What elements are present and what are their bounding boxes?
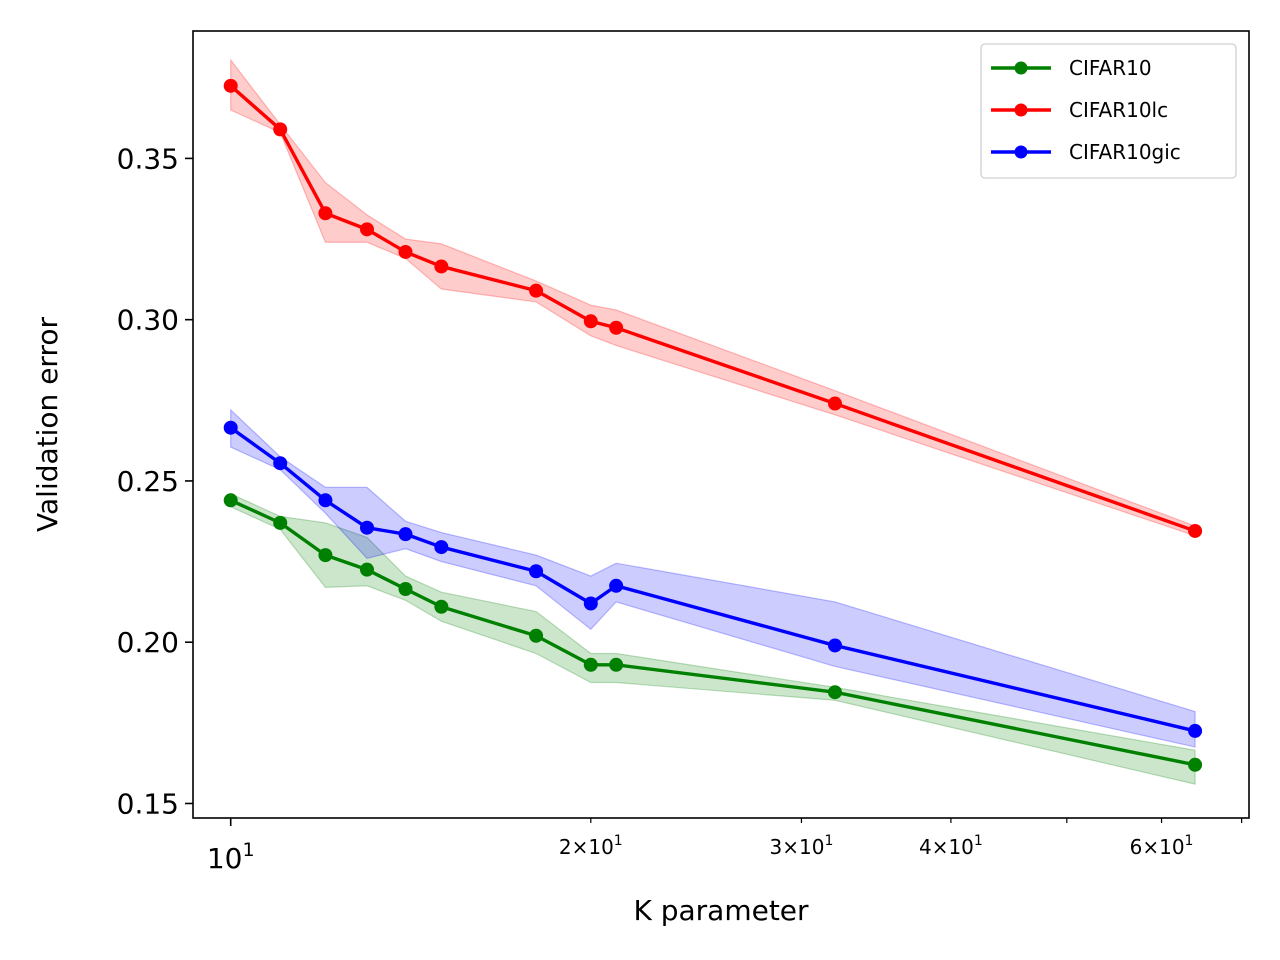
point-cifar10lc-0 bbox=[223, 78, 238, 93]
point-cifar10-0 bbox=[223, 493, 238, 508]
legend-swatch-marker-cifar10 bbox=[1014, 61, 1028, 75]
point-cifar10-10 bbox=[1188, 757, 1203, 772]
point-cifar10lc-10 bbox=[1188, 523, 1203, 538]
point-cifar10-7 bbox=[583, 657, 598, 672]
point-cifar10gic-1 bbox=[273, 456, 288, 471]
point-cifar10lc-4 bbox=[398, 244, 413, 259]
point-cifar10-3 bbox=[360, 562, 374, 577]
point-cifar10lc-2 bbox=[318, 206, 333, 221]
point-cifar10-5 bbox=[434, 599, 449, 614]
y-tick-label: 0.15 bbox=[117, 787, 179, 820]
legend-swatch-marker-cifar10gic bbox=[1014, 145, 1028, 159]
point-cifar10gic-10 bbox=[1188, 723, 1203, 738]
x-minor-tick-label: 2×101 bbox=[559, 833, 623, 859]
band-cifar10 bbox=[230, 492, 1196, 785]
point-cifar10-6 bbox=[529, 628, 544, 643]
y-tick-label: 0.35 bbox=[117, 142, 179, 175]
point-cifar10lc-1 bbox=[273, 122, 288, 137]
legend: CIFAR10 CIFAR10lc CIFAR10gic bbox=[980, 43, 1237, 179]
legend-box bbox=[980, 43, 1237, 179]
legend-label-cifar10gic: CIFAR10gic bbox=[1069, 140, 1181, 164]
legend-swatch-marker-cifar10lc bbox=[1014, 103, 1028, 117]
x-minor-tick-label: 4×101 bbox=[919, 833, 983, 859]
point-cifar10lc-8 bbox=[609, 320, 624, 335]
point-cifar10gic-5 bbox=[434, 540, 449, 555]
point-cifar10-9 bbox=[827, 685, 842, 700]
point-cifar10lc-3 bbox=[360, 222, 374, 237]
point-cifar10gic-6 bbox=[529, 564, 544, 579]
series-lines bbox=[229, 84, 1196, 767]
legend-label-cifar10lc: CIFAR10lc bbox=[1069, 98, 1168, 122]
y-tick-label: 0.25 bbox=[117, 465, 179, 498]
x-minor-tick-label: 3×101 bbox=[770, 833, 834, 859]
point-cifar10gic-7 bbox=[583, 596, 598, 611]
y-axis-label: Validation error bbox=[31, 317, 64, 532]
y-tick-label: 0.20 bbox=[117, 626, 179, 659]
x-axis-ticks: 101 2×101 3×101 4×101 6×101 bbox=[207, 818, 1243, 875]
x-tick-label: 101 bbox=[207, 839, 255, 875]
point-cifar10gic-9 bbox=[827, 638, 842, 653]
point-cifar10-8 bbox=[609, 657, 624, 672]
point-cifar10-4 bbox=[398, 582, 413, 596]
point-cifar10gic-8 bbox=[609, 578, 624, 593]
y-axis-ticks: 0.15 0.20 0.25 0.30 0.35 bbox=[117, 142, 193, 820]
point-cifar10gic-2 bbox=[318, 493, 333, 508]
x-axis-label: K parameter bbox=[633, 894, 809, 927]
point-cifar10lc-6 bbox=[529, 283, 544, 298]
point-cifar10lc-7 bbox=[583, 314, 598, 329]
series-points bbox=[223, 78, 1203, 772]
plot-frame bbox=[192, 30, 1250, 819]
point-cifar10gic-0 bbox=[223, 420, 238, 435]
band-cifar10gic bbox=[230, 408, 1196, 748]
y-tick-label: 0.30 bbox=[117, 304, 179, 337]
point-cifar10gic-3 bbox=[360, 520, 374, 535]
point-cifar10lc-5 bbox=[434, 259, 449, 274]
point-cifar10-2 bbox=[318, 548, 333, 563]
point-cifar10gic-4 bbox=[398, 527, 413, 542]
x-minor-tick-label: 6×101 bbox=[1130, 833, 1194, 859]
point-cifar10-1 bbox=[273, 515, 288, 530]
point-cifar10lc-9 bbox=[827, 396, 842, 411]
legend-label-cifar10: CIFAR10 bbox=[1069, 56, 1152, 80]
